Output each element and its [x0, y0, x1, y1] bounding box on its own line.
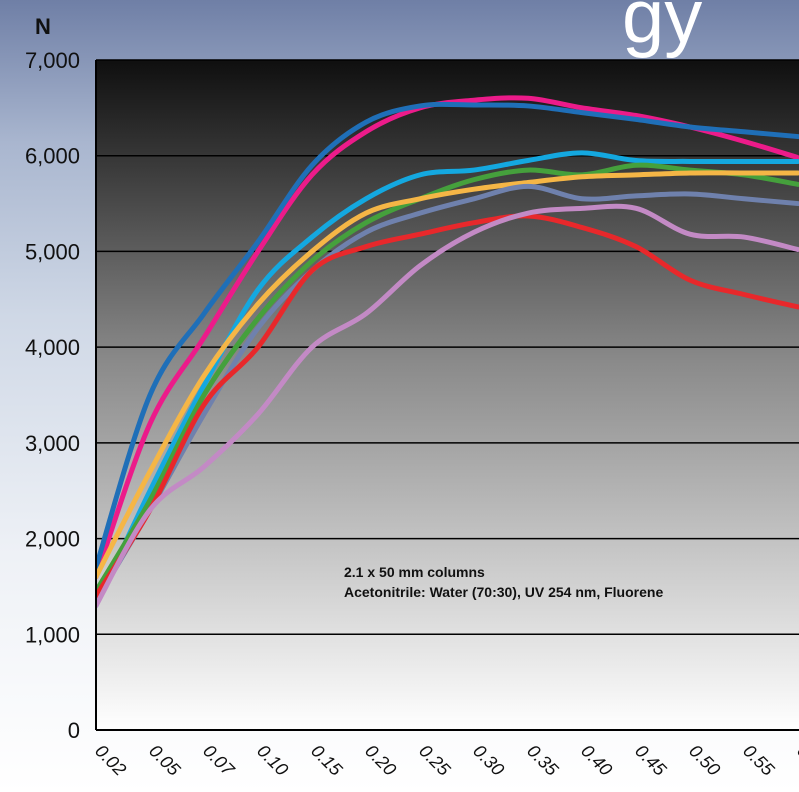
- x-tick-label: 0.30: [469, 741, 508, 780]
- y-tick-label: 0: [68, 718, 80, 743]
- x-tick-label: 0.15: [307, 741, 347, 781]
- x-tick-label: 0.25: [415, 741, 455, 781]
- y-tick-label: 3,000: [25, 431, 80, 456]
- x-tick-label: 0.10: [253, 741, 292, 780]
- x-tick-label: 0.55: [739, 741, 779, 781]
- y-tick-label: 2,000: [25, 527, 80, 552]
- y-tick-label: 5,000: [25, 239, 80, 264]
- x-tick-label: 0.05: [145, 741, 185, 781]
- y-tick-label: 4,000: [25, 335, 80, 360]
- y-tick-label: 7,000: [25, 48, 80, 73]
- annotation-line-2: Acetonitrile: Water (70:30), UV 254 nm, …: [344, 584, 663, 600]
- series-line-7: [96, 213, 799, 599]
- series-lines: [96, 95, 799, 609]
- x-tick-label: 0.20: [361, 741, 400, 780]
- series-line-3: [96, 150, 799, 609]
- x-tick-label: 0.60: [793, 741, 799, 780]
- chart-title-fragment: gy: [622, 0, 702, 59]
- gridlines: [96, 59, 799, 636]
- series-line-6: [96, 183, 799, 604]
- x-tick-label: 0.40: [577, 741, 616, 780]
- y-tick-label: 6,000: [25, 144, 80, 169]
- x-tick-label: 0.45: [631, 741, 671, 781]
- annotation-line-1: 2.1 x 50 mm columns: [344, 564, 485, 580]
- x-tick-label: 0.02: [91, 741, 130, 780]
- x-tick-label: 0.50: [685, 741, 724, 780]
- x-tick-label: 0.35: [523, 741, 563, 781]
- series-line-2: [96, 101, 799, 570]
- y-tick-labels: 0 1,000 2,000 3,000 4,000 5,000 6,000 7,000: [25, 48, 80, 743]
- y-tick-label: 1,000: [25, 622, 80, 647]
- series-line-5: [96, 170, 799, 580]
- x-tick-labels: 0.02 0.05 0.07 0.10 0.15 0.20 0.25 0.30 0.35 0.40…: [91, 741, 799, 781]
- x-tick-label: 0.07: [199, 741, 239, 781]
- y-axis-label: N: [35, 14, 51, 39]
- series-line-8: [96, 203, 799, 609]
